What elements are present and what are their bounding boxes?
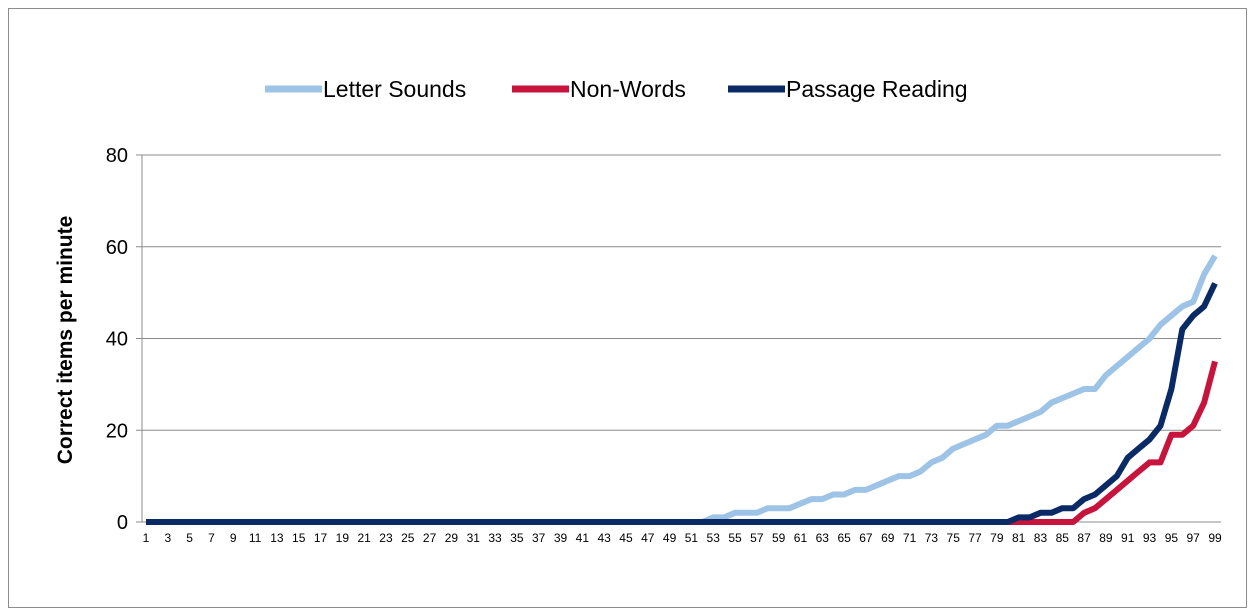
x-tick-label: 9: [230, 531, 237, 545]
x-tick-label: 47: [641, 531, 655, 545]
x-tick-label: 61: [794, 531, 808, 545]
y-tick-label: 60: [106, 237, 128, 259]
legend: Letter Sounds Non-Words Passage Reading: [265, 76, 968, 102]
x-tick-label: 31: [467, 531, 481, 545]
series-lines: [146, 254, 1218, 525]
series-line-non-words: [146, 360, 1218, 525]
x-tick-label: 41: [576, 531, 590, 545]
x-tick-label: 57: [750, 531, 764, 545]
x-tick-label: 79: [990, 531, 1004, 545]
x-tick-label: 49: [663, 531, 677, 545]
x-tick-label: 59: [772, 531, 786, 545]
x-tick-label: 87: [1077, 531, 1091, 545]
x-tick-label: 33: [488, 531, 502, 545]
x-tick-label: 23: [379, 531, 393, 545]
gridlines: [136, 154, 1221, 523]
legend-label: Letter Sounds: [323, 76, 466, 102]
x-tick-label: 7: [208, 531, 215, 545]
x-tick-label: 77: [968, 531, 982, 545]
x-tick-label: 65: [837, 531, 851, 545]
x-tick-label: 73: [925, 531, 939, 545]
x-tick-label: 99: [1208, 531, 1222, 545]
chart-frame: [8, 8, 1247, 608]
x-tick-label: 91: [1121, 531, 1135, 545]
series-line-passage-reading: [146, 282, 1218, 525]
x-tick-label: 93: [1143, 531, 1157, 545]
y-tick-label: 80: [106, 145, 128, 167]
x-tick-label: 27: [423, 531, 437, 545]
x-tick-label: 25: [401, 531, 415, 545]
x-tick-label: 69: [881, 531, 895, 545]
x-tick-label: 17: [314, 531, 328, 545]
x-tick-label: 3: [164, 531, 171, 545]
x-tick-label: 89: [1099, 531, 1113, 545]
x-tick-label: 11: [249, 531, 262, 545]
x-tick-label: 83: [1034, 531, 1048, 545]
y-tick-label: 20: [106, 420, 128, 442]
x-tick-label: 1: [143, 531, 150, 545]
x-tick-label: 75: [947, 531, 961, 545]
x-tick-label: 63: [816, 531, 830, 545]
x-tick-label: 95: [1165, 531, 1179, 545]
x-tick-label: 15: [292, 531, 306, 545]
x-tick-label: 29: [445, 531, 459, 545]
legend-label: Passage Reading: [786, 76, 968, 102]
y-axis-title: Correct items per minute: [54, 216, 77, 465]
x-tick-label: 43: [597, 531, 611, 545]
legend-label: Non-Words: [570, 76, 686, 102]
x-tick-label: 5: [186, 531, 193, 545]
x-tick-label: 39: [554, 531, 568, 545]
x-tick-label: 35: [510, 531, 524, 545]
x-tick-label: 81: [1012, 531, 1026, 545]
x-axis-tick-labels: 1 3 5 7 9 11 13 15 17 19 21 23 25 27 29 31 33 35 37 39 41 43 4…: [143, 531, 1222, 545]
y-tick-label: 40: [106, 329, 128, 351]
x-tick-label: 85: [1056, 531, 1070, 545]
x-tick-label: 21: [357, 531, 371, 545]
x-tick-label: 53: [707, 531, 721, 545]
x-tick-label: 45: [619, 531, 633, 545]
x-tick-label: 67: [859, 531, 873, 545]
x-tick-label: 97: [1187, 531, 1201, 545]
x-tick-label: 55: [728, 531, 742, 545]
x-tick-label: 37: [532, 531, 546, 545]
x-tick-label: 13: [270, 531, 284, 545]
x-tick-label: 19: [336, 531, 350, 545]
series-line-letter-sounds: [146, 254, 1218, 525]
x-tick-label: 71: [903, 531, 917, 545]
y-axis-tick-labels: 0 20 40 60 80: [106, 145, 128, 534]
x-tick-label: 51: [685, 531, 699, 545]
y-tick-label: 0: [117, 512, 128, 534]
